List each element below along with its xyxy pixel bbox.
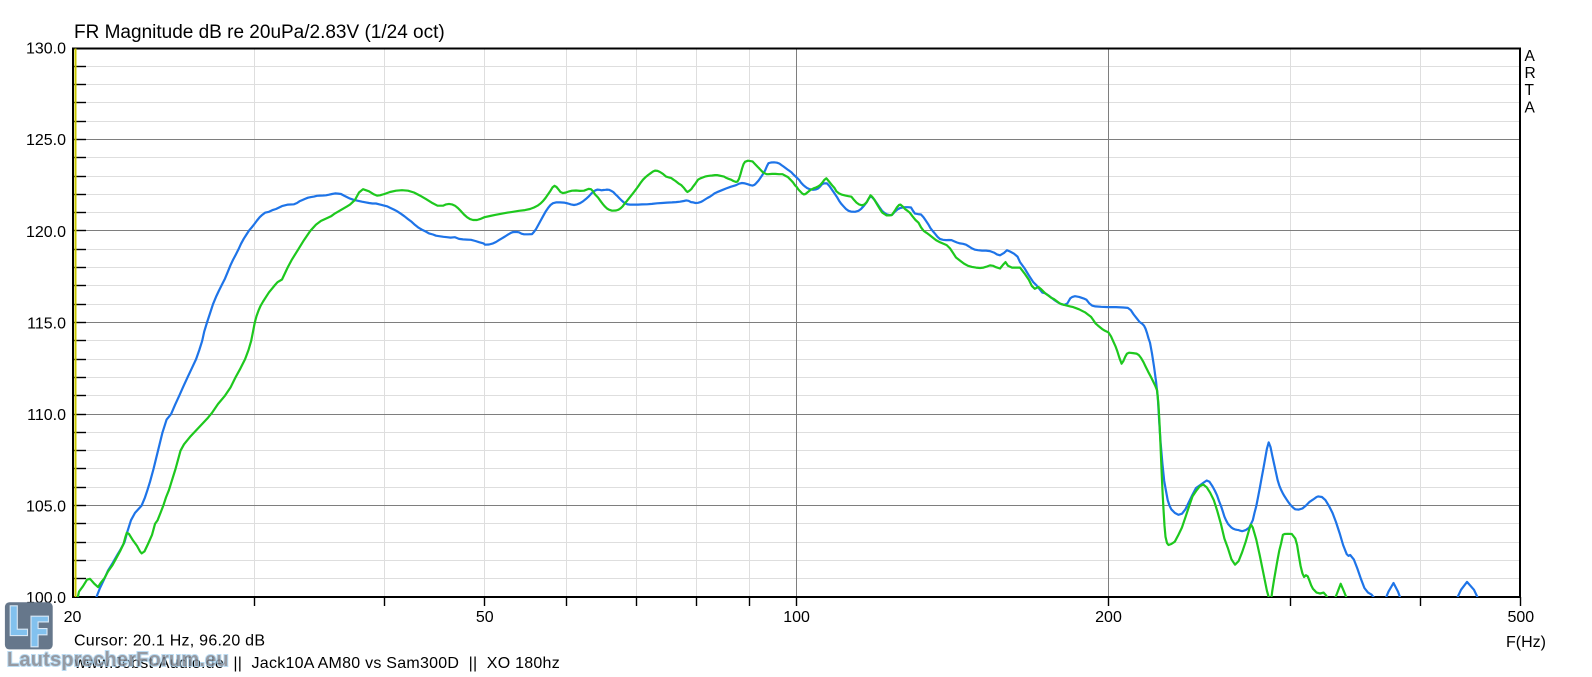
svg-text:Cursor: 20.1 Hz, 96.20 dB: Cursor: 20.1 Hz, 96.20 dB	[74, 633, 265, 650]
svg-text:F(Hz): F(Hz)	[1506, 634, 1546, 651]
svg-text:115.0: 115.0	[27, 315, 66, 332]
svg-text:LautsprecherForum.eu: LautsprecherForum.eu	[7, 649, 229, 671]
svg-text:200: 200	[1095, 609, 1122, 626]
svg-text:A: A	[1525, 48, 1536, 65]
svg-text:125.0: 125.0	[26, 132, 66, 149]
svg-text:120.0: 120.0	[26, 224, 66, 241]
svg-text:105.0: 105.0	[26, 498, 66, 515]
svg-text:50: 50	[476, 609, 494, 626]
svg-text:FR Magnitude dB re 20uPa/2.83V: FR Magnitude dB re 20uPa/2.83V (1/24 oct…	[74, 22, 445, 43]
svg-text:20: 20	[64, 609, 82, 626]
svg-text:A: A	[1525, 100, 1536, 117]
svg-text:500: 500	[1507, 609, 1534, 626]
svg-text:www.Jobst-Audio.de || Jack10: www.Jobst-Audio.de || Jack10A AM80 vs Sa…	[74, 655, 560, 672]
svg-text:110.0: 110.0	[27, 407, 66, 424]
svg-text:100: 100	[783, 609, 810, 626]
svg-text:130.0: 130.0	[26, 41, 66, 58]
svg-text:R: R	[1525, 65, 1536, 82]
svg-text:T: T	[1525, 82, 1535, 99]
